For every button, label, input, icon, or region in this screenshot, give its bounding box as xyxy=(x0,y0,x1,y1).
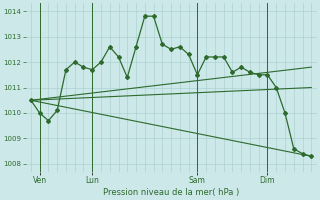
X-axis label: Pression niveau de la mer( hPa ): Pression niveau de la mer( hPa ) xyxy=(103,188,239,197)
